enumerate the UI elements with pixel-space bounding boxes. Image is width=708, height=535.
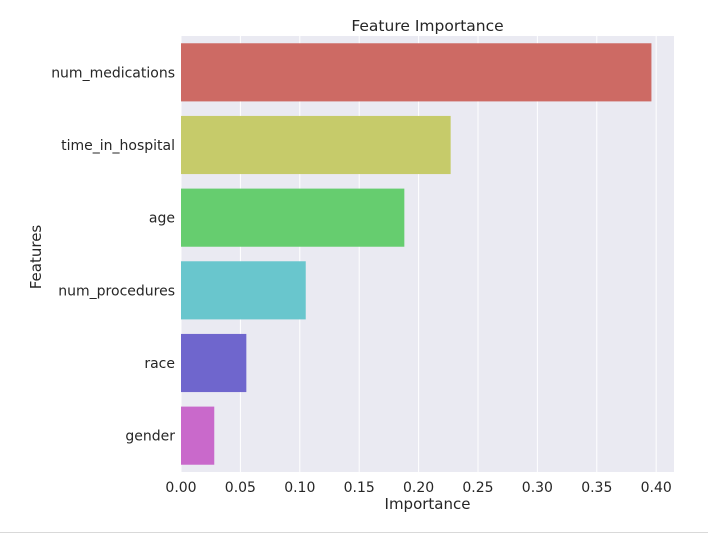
y-tick-label: gender	[125, 429, 175, 445]
y-tick-label: race	[144, 356, 175, 372]
plot-area	[181, 36, 674, 472]
y-tick-label: num_medications	[51, 65, 175, 81]
y-tick-label: num_procedures	[58, 283, 175, 299]
x-tick-label: 0.00	[165, 480, 196, 496]
bar-gender	[181, 406, 215, 465]
x-tick-label: 0.35	[581, 480, 612, 496]
bar-age	[181, 188, 405, 247]
chart-title: Feature Importance	[351, 17, 503, 35]
x-tick-labels: 0.00 0.05 0.10 0.15 0.20 0.25 0.30 0.35 0.40	[165, 480, 671, 496]
grid-lines	[180, 36, 657, 472]
bar-num-procedures	[181, 261, 306, 320]
x-tick-label: 0.40	[641, 480, 672, 496]
x-tick-label: 0.15	[344, 480, 375, 496]
y-axis-label: Features	[27, 225, 45, 290]
x-tick-label: 0.05	[225, 480, 256, 496]
bar-race	[181, 333, 247, 393]
x-tick-label: 0.25	[462, 480, 493, 496]
y-tick-label: time_in_hospital	[61, 138, 175, 154]
divider	[0, 532, 708, 533]
bar-time-in-hospital	[181, 115, 451, 175]
bars	[181, 43, 652, 465]
x-tick-label: 0.30	[522, 480, 553, 496]
bar-num-medications	[181, 43, 652, 102]
x-tick-label: 0.10	[284, 480, 315, 496]
y-tick-label: age	[149, 211, 175, 227]
x-tick-label: 0.20	[403, 480, 434, 496]
x-axis-label: Importance	[385, 495, 471, 513]
